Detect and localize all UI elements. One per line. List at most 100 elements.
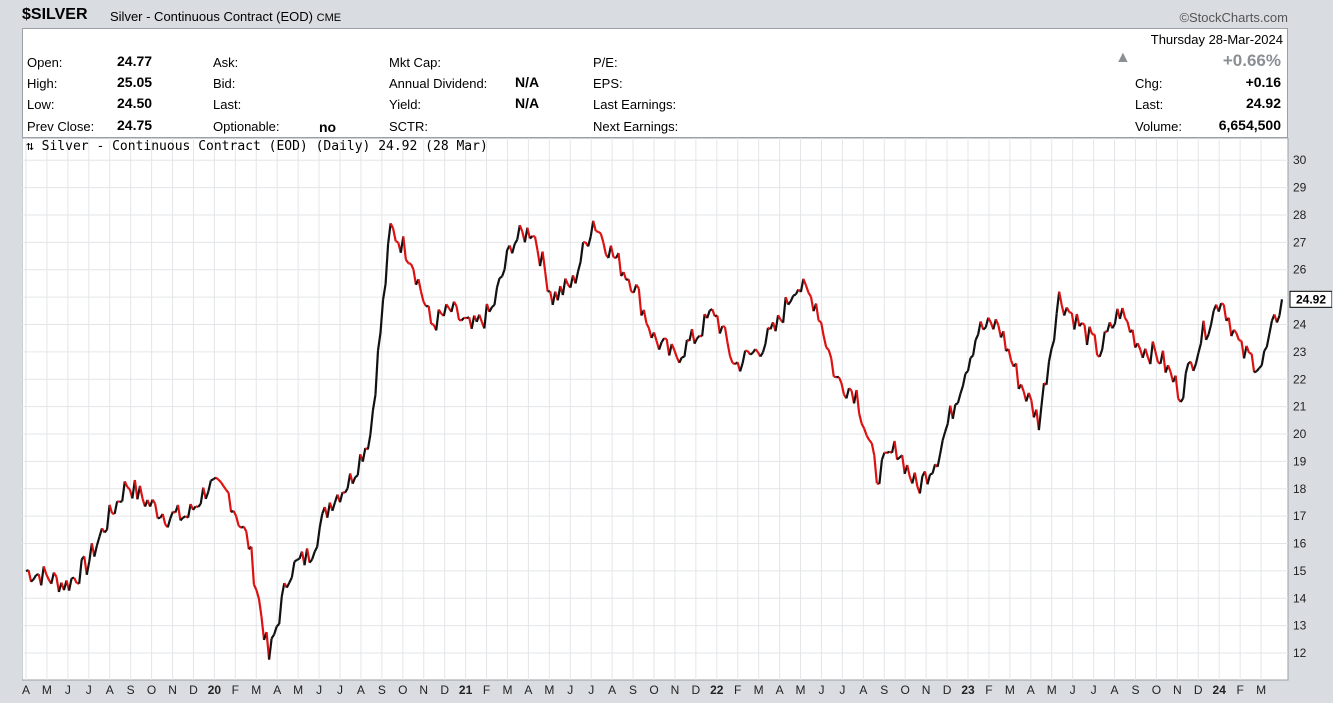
price-segment — [297, 559, 300, 560]
next-earnings-label: Next Earnings: — [593, 119, 678, 134]
dividend-label: Annual Dividend: — [389, 76, 487, 91]
sctr-label: SCTR: — [389, 119, 428, 134]
price-segment — [431, 324, 434, 325]
price-segment — [819, 321, 822, 323]
x-tick-label: O — [901, 683, 910, 697]
volume-value: 6,654,500 — [1219, 117, 1281, 133]
y-tick-label: 16 — [1293, 537, 1307, 551]
y-tick-label: 17 — [1293, 509, 1307, 523]
svg-text:24.92: 24.92 — [1296, 292, 1326, 306]
x-tick-label: J — [839, 683, 845, 697]
x-tick-label: M — [544, 683, 554, 697]
x-tick-label: A — [357, 683, 365, 697]
x-tick-label: J — [567, 683, 573, 697]
x-tick-label: A — [608, 683, 616, 697]
x-tick-label: O — [1152, 683, 1161, 697]
pe-label: P/E: — [593, 55, 618, 70]
x-tick-label: M — [1256, 683, 1266, 697]
x-tick-label: 24 — [1213, 683, 1227, 697]
x-tick-label: J — [1091, 683, 1097, 697]
x-tick-label: S — [378, 683, 386, 697]
x-tick-label: A — [1111, 683, 1119, 697]
price-segment — [396, 241, 399, 242]
x-tick-label: O — [398, 683, 407, 697]
price-segment — [1249, 353, 1252, 354]
x-tick-label: A — [524, 683, 532, 697]
x-tick-label: F — [483, 683, 490, 697]
high-value: 25.05 — [117, 74, 152, 90]
prev-close-value: 24.75 — [117, 117, 152, 133]
yield-value: N/A — [515, 95, 539, 111]
high-label: High: — [27, 76, 57, 91]
x-tick-label: 23 — [961, 683, 975, 697]
price-segment — [722, 326, 725, 327]
x-tick-label: 22 — [710, 683, 724, 697]
y-tick-label: 18 — [1293, 482, 1307, 496]
x-tick-label: J — [337, 683, 343, 697]
x-tick-label: J — [1070, 683, 1076, 697]
price-chart[interactable]: 12131415161718192021222324252627282930 A… — [22, 138, 1332, 680]
x-tick-label: J — [588, 683, 594, 697]
price-segment — [750, 353, 753, 355]
x-tick-label: D — [943, 683, 952, 697]
chart-title: ⇅ Silver - Continuous Contract (EOD) (Da… — [26, 139, 488, 154]
x-tick-label: J — [818, 683, 824, 697]
price-segment — [598, 232, 601, 234]
y-tick-label: 26 — [1293, 263, 1307, 277]
eps-label: EPS: — [593, 76, 623, 91]
price-segment — [117, 501, 120, 502]
x-tick-label: S — [1131, 683, 1139, 697]
x-tick-label: S — [880, 683, 888, 697]
x-tick-label: 21 — [459, 683, 473, 697]
x-tick-label: F — [1236, 683, 1243, 697]
mktcap-label: Mkt Cap: — [389, 55, 441, 70]
x-tick-label: J — [65, 683, 71, 697]
volume-label: Volume: — [1135, 119, 1182, 134]
quote-info-panel: Open: 24.77 High: 25.05 Low: 24.50 Prev … — [22, 28, 1288, 138]
y-tick-label: 14 — [1293, 591, 1307, 605]
dividend-value: N/A — [515, 74, 539, 90]
price-chart-svg[interactable]: 12131415161718192021222324252627282930 A… — [22, 138, 1332, 698]
chart-header: $SILVER Silver - Continuous Contract (EO… — [22, 6, 1288, 28]
x-tick-label: S — [127, 683, 135, 697]
x-tick-label: F — [232, 683, 239, 697]
price-segment — [793, 294, 796, 295]
price-segment — [1069, 312, 1072, 313]
x-tick-label: N — [922, 683, 931, 697]
y-tick-label: 28 — [1293, 208, 1307, 222]
price-segment — [596, 231, 599, 232]
y-tick-label: 21 — [1293, 400, 1307, 414]
x-tick-label: M — [293, 683, 303, 697]
x-tick-label: J — [316, 683, 322, 697]
optionable-value: no — [319, 119, 336, 135]
last-value: 24.92 — [1246, 95, 1281, 111]
y-tick-label: 19 — [1293, 454, 1307, 468]
change-label: Chg: — [1135, 76, 1162, 91]
x-tick-label: D — [189, 683, 198, 697]
price-segment — [211, 479, 214, 480]
y-tick-label: 15 — [1293, 564, 1307, 578]
x-tick-label: F — [734, 683, 741, 697]
y-tick-label: 29 — [1293, 181, 1307, 195]
brand-logo[interactable]: ©StockCharts.com — [1179, 10, 1288, 25]
y-tick-label: 23 — [1293, 345, 1307, 359]
x-tick-label: D — [692, 683, 701, 697]
yield-label: Yield: — [389, 97, 421, 112]
ticker-symbol: $SILVER — [22, 6, 88, 24]
x-tick-label: M — [754, 683, 764, 697]
x-tick-label: S — [629, 683, 637, 697]
price-segment — [294, 560, 297, 562]
price-segment — [887, 452, 890, 453]
up-triangle-icon: ▲ — [1115, 49, 1131, 67]
y-tick-label: 27 — [1293, 235, 1307, 249]
prev-close-label: Prev Close: — [27, 119, 94, 134]
instrument-description: Silver - Continuous Contract (EOD) CME — [110, 9, 341, 24]
open-value: 24.77 — [117, 53, 152, 69]
x-tick-label: 20 — [208, 683, 222, 697]
low-value: 24.50 — [117, 95, 152, 111]
y-tick-label: 13 — [1293, 619, 1307, 633]
x-tick-label: M — [1005, 683, 1015, 697]
price-segment — [664, 338, 667, 339]
x-tick-label: A — [22, 683, 30, 697]
